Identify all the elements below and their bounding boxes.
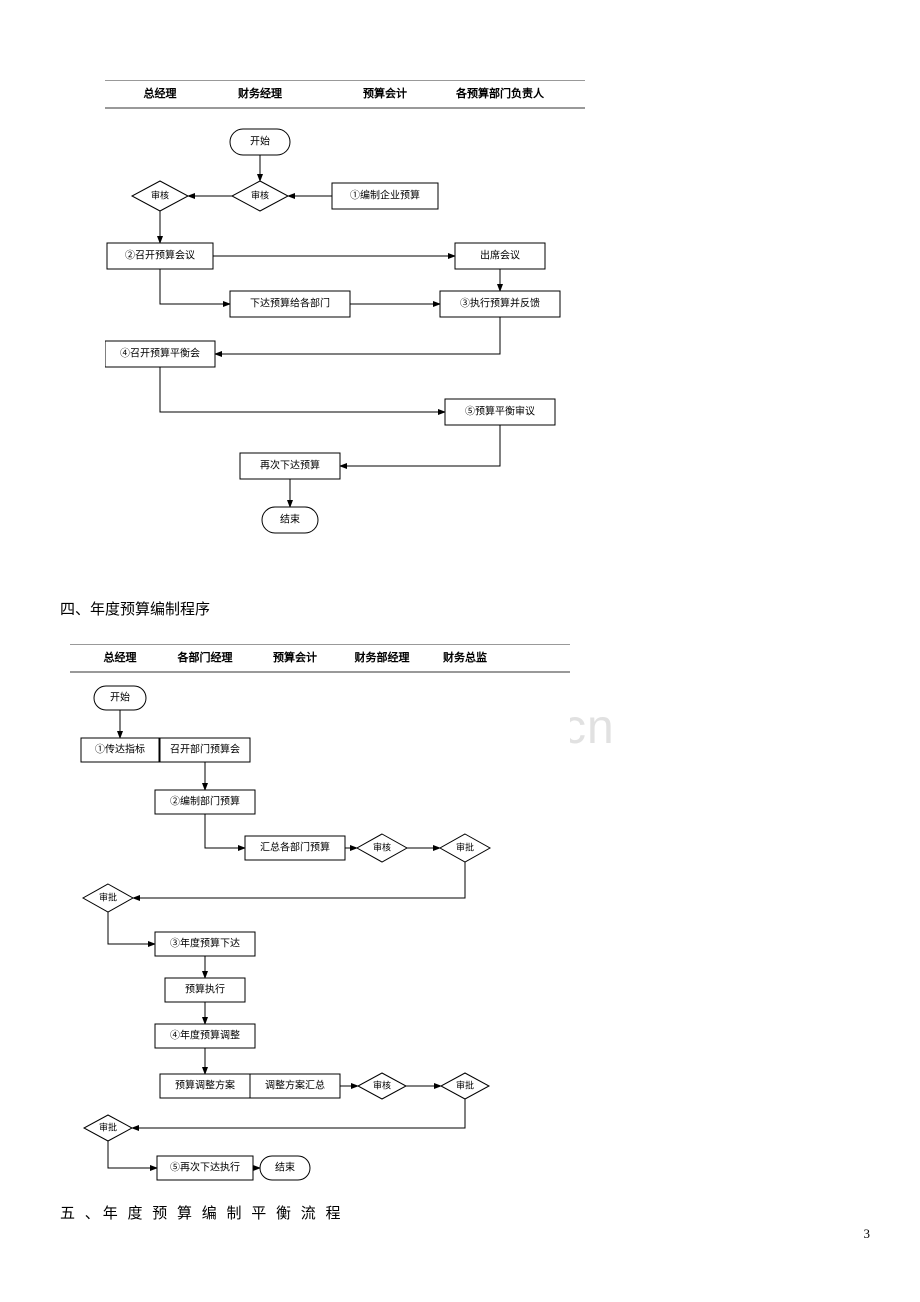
svg-text:召开部门预算会: 召开部门预算会 (170, 743, 240, 756)
svg-text:开始: 开始 (250, 135, 270, 148)
section-title-5: 五 、年 度 预 算 编 制 平 衡 流 程 (60, 1202, 344, 1223)
svg-text:财务总监: 财务总监 (442, 650, 487, 664)
svg-text:③年度预算下达: ③年度预算下达 (170, 937, 240, 950)
svg-text:出席会议: 出席会议 (480, 249, 520, 262)
svg-text:预算调整方案: 预算调整方案 (175, 1079, 235, 1092)
svg-text:各预算部门负责人: 各预算部门负责人 (455, 86, 545, 100)
svg-text:财务经理: 财务经理 (237, 86, 282, 100)
svg-text:④年度预算调整: ④年度预算调整 (170, 1029, 240, 1042)
svg-text:⑤预算平衡审议: ⑤预算平衡审议 (465, 405, 535, 418)
svg-text:汇总各部门预算: 汇总各部门预算 (260, 841, 330, 854)
svg-text:①传达指标: ①传达指标 (95, 743, 145, 756)
svg-text:审核: 审核 (373, 1079, 391, 1090)
flowchart-2: 总经理 各部门经理 预算会计 财务部经理 财务总监开始 ①传达指标 召开部门预算会 ②编制部门… (70, 644, 570, 1184)
svg-text:预算会计: 预算会计 (363, 86, 407, 100)
svg-text:④召开预算平衡会: ④召开预算平衡会 (120, 347, 200, 360)
svg-text:审核: 审核 (251, 189, 269, 200)
svg-text:②编制部门预算: ②编制部门预算 (170, 795, 240, 808)
svg-text:审批: 审批 (99, 1121, 117, 1132)
page-number: 3 (864, 1226, 871, 1242)
svg-text:审批: 审批 (456, 1079, 474, 1090)
svg-text:①编制企业预算: ①编制企业预算 (350, 189, 420, 202)
svg-text:结束: 结束 (280, 513, 300, 526)
svg-text:审批: 审批 (456, 841, 474, 852)
svg-text:调整方案汇总: 调整方案汇总 (265, 1079, 325, 1092)
svg-text:预算执行: 预算执行 (185, 983, 225, 996)
svg-text:再次下达预算: 再次下达预算 (260, 459, 320, 472)
svg-text:⑤再次下达执行: ⑤再次下达执行 (170, 1161, 240, 1174)
svg-text:开始: 开始 (110, 691, 130, 704)
svg-text:总经理: 总经理 (144, 86, 177, 100)
svg-text:各部门经理: 各部门经理 (177, 650, 233, 664)
flowchart-1: 总经理 财务经理 预算会计 各预算部门负责人开始 ①编制企业预算 审核 审核 ②召开预算会议 出… (105, 80, 585, 560)
svg-text:下达预算给各部门: 下达预算给各部门 (250, 297, 330, 310)
svg-text:结束: 结束 (275, 1161, 295, 1174)
svg-text:预算会计: 预算会计 (273, 650, 317, 664)
svg-text:③执行预算并反馈: ③执行预算并反馈 (460, 297, 540, 310)
svg-text:审核: 审核 (151, 189, 169, 200)
svg-text:审批: 审批 (99, 891, 117, 902)
svg-text:审核: 审核 (373, 841, 391, 852)
section-title-4: 四、年度预算编制程序 (60, 598, 210, 619)
svg-text:财务部经理: 财务部经理 (354, 650, 410, 664)
svg-text:总经理: 总经理 (104, 650, 137, 664)
svg-text:②召开预算会议: ②召开预算会议 (125, 249, 195, 262)
